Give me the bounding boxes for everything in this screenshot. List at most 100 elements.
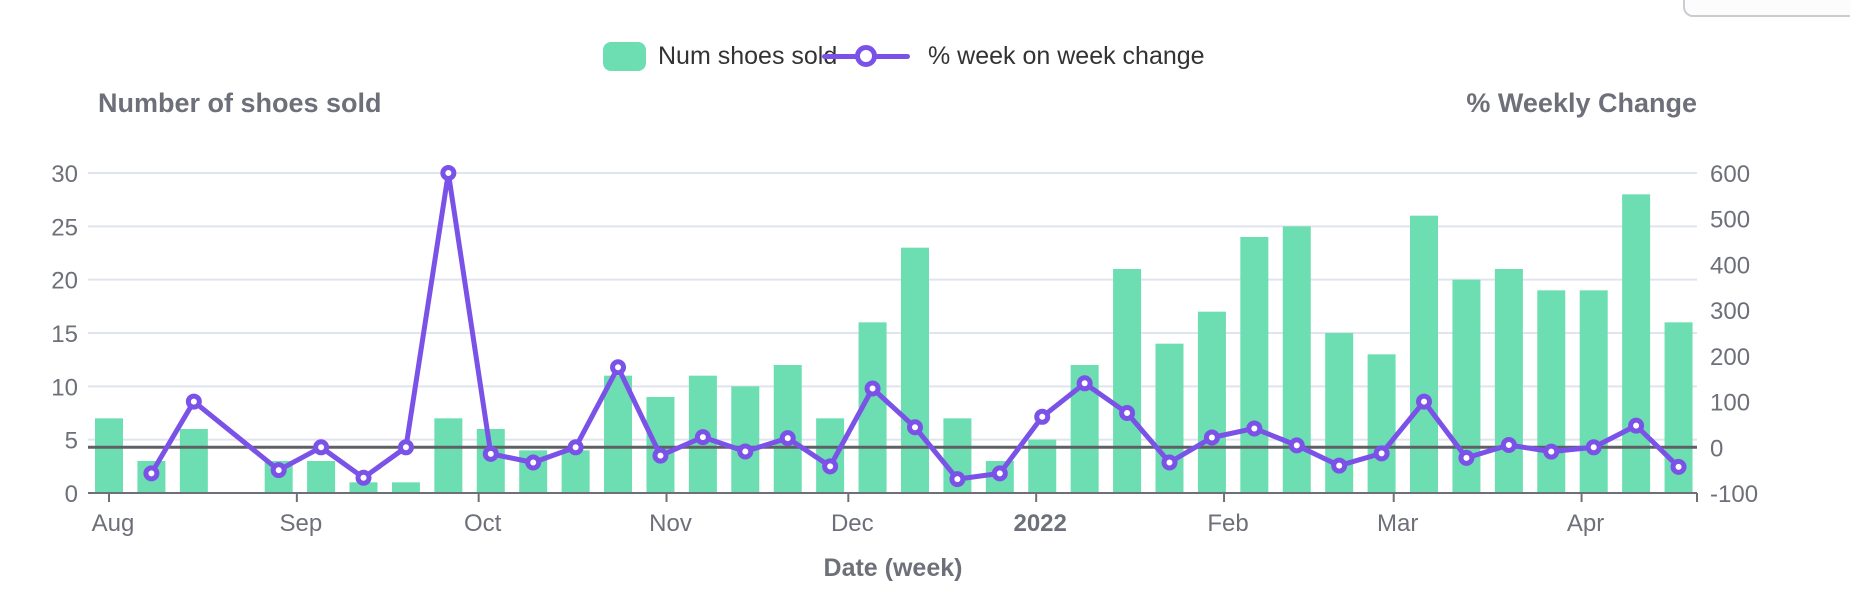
x-axis-tick-label: Sep [280,510,323,537]
bar[interactable] [816,418,845,493]
bar[interactable] [1622,194,1651,494]
legend-item-pct-change[interactable]: % week on week change [822,36,1205,76]
line-point[interactable] [355,469,372,486]
x-axis-tick-label: Apr [1567,510,1604,537]
bar[interactable] [561,450,590,493]
line-point[interactable] [313,439,330,456]
left-axis-tick-label: 20 [51,268,78,295]
line-point[interactable] [440,165,457,181]
bar[interactable] [1197,311,1226,493]
bar[interactable] [307,461,336,493]
x-axis-title: Date (week) [823,554,963,582]
line-point[interactable] [779,430,796,447]
line-point[interactable] [525,454,542,471]
legend-label: % week on week change [928,41,1205,70]
line-point[interactable] [1119,405,1136,421]
line-point[interactable] [864,380,881,397]
line-point[interactable] [1670,458,1687,475]
right-axis-tick-label: 300 [1710,298,1750,325]
right-axis-tick-label: 0 [1710,435,1723,462]
axes-and-labels: 0 5 10 15 20 25 30 -100 0 100 200 300 400 500 600 Aug Se… [51,161,1758,537]
line-point[interactable] [1628,417,1645,434]
bar[interactable] [1579,290,1608,493]
bar[interactable] [1410,215,1439,493]
bar[interactable] [391,482,420,493]
right-axis-tick-label: 400 [1710,252,1750,279]
bar[interactable] [1155,343,1184,493]
x-axis-tick-label: Dec [831,510,874,537]
line-point[interactable] [1203,429,1220,446]
line-series-swatch-icon [822,42,910,71]
left-axis-tick-label: 10 [51,374,78,401]
right-axis-tick-label: 500 [1710,207,1750,234]
line-point[interactable] [991,465,1008,482]
line-point[interactable] [1331,457,1348,474]
line-point[interactable] [610,359,627,376]
right-axis-tick-label: 100 [1710,390,1750,417]
bar[interactable] [731,386,760,493]
x-axis-tick-label: 2022 [1013,510,1066,537]
line-point[interactable] [1416,393,1433,410]
right-axis-title: % Weekly Change [1466,88,1697,118]
line-point[interactable] [185,393,202,410]
left-axis-tick-label: 25 [51,214,78,241]
line-point[interactable] [1161,454,1178,471]
chart-legend: Num shoes sold % week on week change [0,36,1850,76]
line-point[interactable] [1458,449,1475,466]
line-point[interactable] [1585,439,1602,456]
bar[interactable] [179,429,208,493]
line-point[interactable] [143,465,160,482]
x-axis-tick-label: Nov [649,510,692,537]
bar[interactable] [646,397,675,493]
x-axis-tick-label: Feb [1207,510,1248,537]
line-point[interactable] [397,439,414,456]
line-point[interactable] [1500,437,1517,453]
line-point[interactable] [1076,375,1093,392]
left-axis-tick-label: 15 [51,321,78,348]
bar-series[interactable] [95,194,1693,494]
line-point[interactable] [270,462,287,479]
line-point[interactable] [567,439,584,456]
line-point[interactable] [1246,420,1263,437]
left-axis-tick-label: 30 [51,161,78,188]
pct-change-line [148,170,1682,482]
x-axis-tick-label: Mar [1377,510,1418,537]
left-axis-title: Number of shoes sold [98,88,382,118]
bar[interactable] [349,482,378,493]
line-point[interactable] [1288,437,1305,454]
left-axis-tick-label: 5 [65,428,78,455]
bar[interactable] [1113,269,1142,493]
bar[interactable] [1494,269,1523,493]
line-point[interactable] [482,445,499,462]
left-axis-tick-label: 0 [65,481,78,508]
partial-toolbar-panel [1683,0,1850,17]
line-series[interactable] [143,165,1687,488]
legend-label: Num shoes sold [658,41,838,70]
line-point[interactable] [737,443,754,460]
line-point[interactable] [1543,443,1560,460]
bar[interactable] [1537,290,1566,493]
x-axis-tick-label: Aug [92,510,135,537]
bar[interactable] [95,418,123,493]
bar[interactable] [773,365,802,493]
bar[interactable] [604,375,633,493]
line-point[interactable] [906,419,923,436]
bar[interactable] [434,418,463,493]
line-point[interactable] [694,429,711,446]
x-axis-tick-label: Oct [464,510,502,537]
bar[interactable] [1240,237,1269,493]
right-axis-tick-label: 200 [1710,344,1750,371]
line-point[interactable] [652,447,669,464]
bar[interactable] [900,247,929,493]
right-axis-tick-label: -100 [1710,481,1758,508]
right-axis-tick-label: 600 [1710,161,1750,188]
bar-series-swatch-icon [603,41,646,71]
line-point[interactable] [822,458,839,475]
line-point[interactable] [949,471,966,488]
bar[interactable] [1367,354,1396,493]
line-point[interactable] [1373,445,1390,462]
line-point[interactable] [1034,408,1051,425]
legend-item-num-shoes-sold[interactable]: Num shoes sold [603,36,837,76]
